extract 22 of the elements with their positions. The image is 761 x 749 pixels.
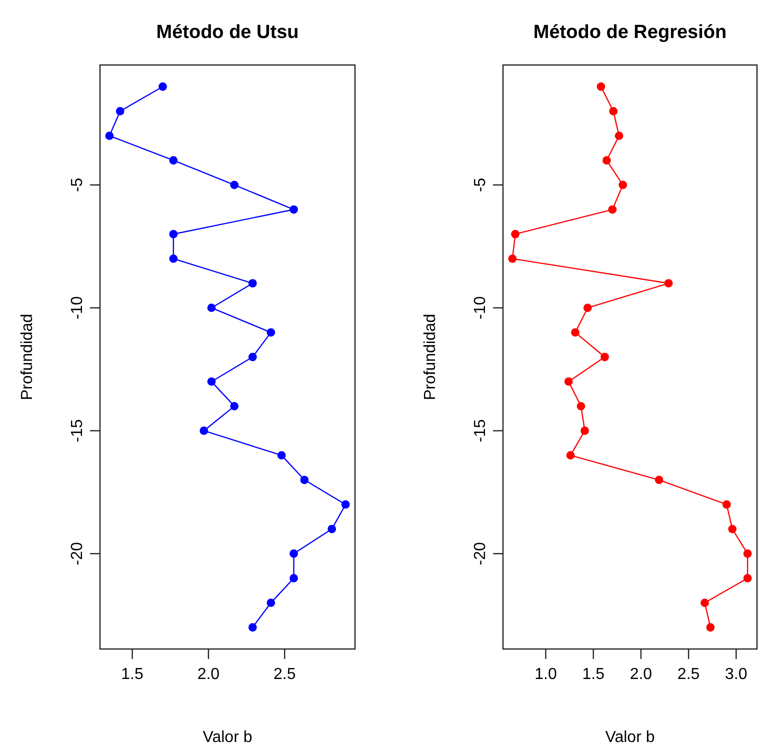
y-tick-label: -20 [472, 542, 489, 566]
y-tick-label: -10 [69, 296, 86, 320]
x-tick-label: 1.5 [121, 666, 144, 683]
x-tick-label: 2.5 [274, 666, 296, 683]
x-tick-label: 1.0 [534, 666, 557, 683]
x-tick-label: 2.0 [197, 666, 220, 683]
chart-title: Método de Regresión [533, 22, 727, 43]
chart-title: Método de Utsu [156, 22, 299, 43]
x-tick-label: 3.0 [725, 666, 748, 683]
x-axis-title: Valor b [202, 729, 252, 746]
x-tick-label: 1.5 [582, 666, 605, 683]
y-tick-label: -15 [472, 419, 489, 442]
y-tick-label: -5 [69, 178, 86, 192]
x-tick-label: 2.0 [630, 666, 652, 683]
y-tick-label: -20 [69, 542, 86, 566]
y-axis-title: Profundidad [422, 314, 439, 400]
y-axis-title: Profundidad [19, 314, 36, 400]
y-tick-label: -15 [69, 419, 86, 442]
y-tick-label: -10 [472, 296, 489, 320]
x-tick-label: 2.5 [677, 666, 700, 683]
y-tick-label: -5 [472, 178, 489, 192]
x-axis-title: Valor b [605, 729, 655, 746]
